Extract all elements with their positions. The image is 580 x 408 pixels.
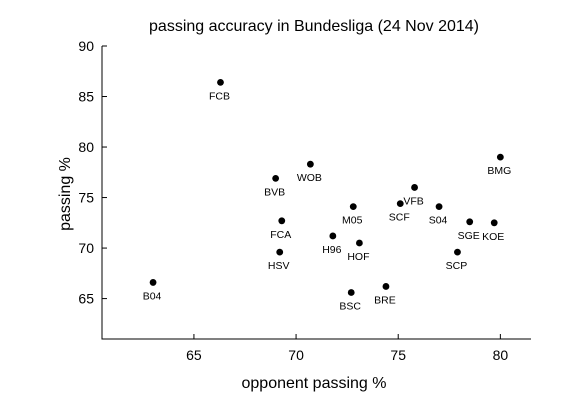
data-points: FCB BMG WOB BVB VFB SCF M05 S04 FCA SGE KOE H96 HOF H… (143, 78, 511, 313)
data-point-label: FCA (270, 229, 291, 241)
data-point (496, 153, 504, 161)
data-point (306, 160, 314, 168)
data-point (411, 184, 418, 191)
data-point-label: BRE (374, 294, 396, 306)
data-point (396, 200, 404, 208)
y-tick-label: 85 (78, 89, 94, 105)
y-tick-label: 70 (78, 240, 94, 256)
data-point (454, 248, 461, 256)
data-point (382, 283, 390, 290)
data-point-label: HOF (347, 251, 369, 263)
axes: 65 70 75 80 65 70 75 80 85 90 (78, 38, 531, 363)
y-tick-label: 65 (78, 291, 94, 307)
data-point (349, 203, 357, 211)
data-point (149, 279, 157, 286)
data-point (466, 218, 474, 226)
y-tick-label: 75 (78, 190, 94, 206)
data-point-label: KOE (482, 231, 504, 243)
data-point-label: B04 (143, 290, 162, 302)
y-tick-label: 80 (78, 139, 94, 155)
data-point-label: FCB (209, 90, 230, 102)
data-point-label: M05 (342, 215, 363, 227)
data-point (278, 217, 286, 225)
x-tick-label: 65 (186, 347, 202, 363)
data-point-label: H96 (322, 244, 341, 256)
x-tick-label: 70 (288, 347, 304, 363)
x-axis-label: opponent passing % (242, 375, 387, 392)
data-point (435, 203, 443, 211)
y-tick-label: 90 (78, 38, 94, 54)
data-point-label: HSV (268, 260, 290, 272)
data-point-label: SGE (458, 230, 480, 242)
data-point-label: VFB (403, 195, 423, 207)
data-point (276, 248, 284, 256)
data-point-label: SCP (446, 260, 468, 272)
x-tick-label: 75 (390, 347, 406, 363)
chart-title: passing accuracy in Bundesliga (24 Nov 2… (149, 18, 479, 35)
x-tick-label: 80 (493, 347, 509, 363)
data-point (356, 239, 363, 247)
data-point-label: SCF (389, 212, 410, 224)
data-point (490, 219, 498, 227)
data-point-label: BVB (264, 186, 285, 198)
data-point-label: WOB (297, 172, 322, 184)
data-point (272, 174, 280, 182)
data-point-label: S04 (429, 215, 448, 227)
data-point (347, 289, 355, 296)
data-point-label: BSC (339, 301, 361, 313)
data-point (329, 232, 337, 240)
axis-lines (101, 46, 531, 340)
data-point (217, 78, 224, 86)
data-point-label: BMG (487, 165, 511, 177)
y-axis-label: passing % (57, 157, 74, 231)
